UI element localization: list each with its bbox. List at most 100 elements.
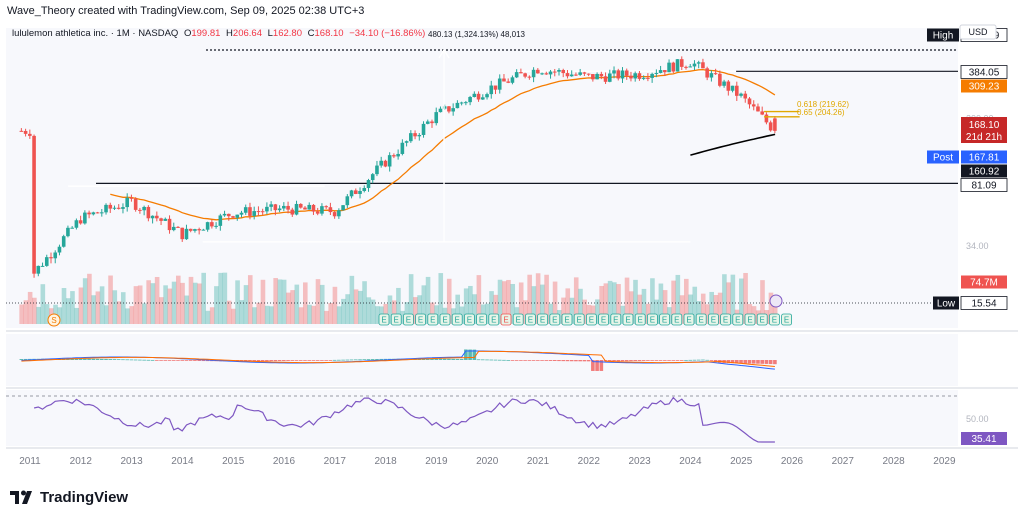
earnings-marker[interactable]: [610, 313, 622, 326]
candle-body[interactable]: [125, 197, 129, 208]
candle-body[interactable]: [188, 228, 193, 231]
candle-body[interactable]: [57, 246, 62, 253]
candle-body[interactable]: [290, 209, 295, 215]
tradingview-logo[interactable]: TradingView: [10, 487, 128, 507]
candle-body[interactable]: [273, 204, 278, 211]
candle-body[interactable]: [480, 97, 485, 100]
candle-body[interactable]: [569, 74, 574, 77]
candle-body[interactable]: [74, 220, 79, 228]
earnings-marker[interactable]: [390, 313, 402, 326]
candle-body[interactable]: [49, 257, 53, 259]
candle-body[interactable]: [586, 73, 591, 75]
candle-body[interactable]: [99, 212, 104, 214]
earnings-marker[interactable]: [500, 313, 512, 326]
currency-box[interactable]: [959, 24, 997, 40]
candle-body[interactable]: [222, 213, 227, 216]
candle-body[interactable]: [218, 215, 223, 226]
candle-body[interactable]: [345, 196, 350, 206]
earnings-marker[interactable]: [573, 313, 585, 326]
candle-body[interactable]: [675, 59, 680, 72]
candle-body[interactable]: [303, 207, 307, 210]
candle-body[interactable]: [23, 130, 28, 134]
earnings-marker[interactable]: [634, 313, 646, 326]
candle-body[interactable]: [150, 215, 155, 219]
candle-body[interactable]: [510, 77, 515, 83]
candle-body[interactable]: [595, 73, 599, 80]
candle-body[interactable]: [768, 122, 773, 131]
candle-body[interactable]: [324, 206, 328, 208]
candle-body[interactable]: [620, 70, 625, 79]
candle-body[interactable]: [28, 133, 32, 136]
earnings-marker[interactable]: [488, 313, 500, 326]
candle-body[interactable]: [506, 81, 510, 83]
earnings-marker[interactable]: [744, 313, 756, 326]
rsi-badge[interactable]: [961, 432, 1007, 445]
candle-body[interactable]: [527, 76, 532, 78]
candle-body[interactable]: [108, 204, 113, 209]
candle-body[interactable]: [61, 236, 66, 247]
candle-body[interactable]: [239, 212, 244, 215]
chart-area[interactable]: 200.00100.0034.00516.39High384.05309.231…: [6, 22, 1018, 472]
candle-body[interactable]: [578, 72, 582, 75]
price-badge-4[interactable]: [961, 150, 1007, 164]
candle-body[interactable]: [171, 226, 176, 231]
candle-body[interactable]: [760, 111, 764, 115]
candle-body[interactable]: [243, 207, 248, 213]
price-badge-2[interactable]: [961, 79, 1007, 93]
earnings-marker[interactable]: [647, 313, 658, 326]
candle-body[interactable]: [315, 211, 320, 214]
candle-body[interactable]: [311, 204, 316, 212]
candle-body[interactable]: [493, 85, 498, 90]
earnings-marker[interactable]: [463, 313, 475, 326]
candle-body[interactable]: [459, 102, 464, 104]
candle-body[interactable]: [514, 72, 519, 78]
candle-body[interactable]: [193, 229, 197, 231]
candle-body[interactable]: [116, 207, 121, 209]
candle-body[interactable]: [349, 190, 354, 197]
candle-body[interactable]: [260, 211, 265, 213]
candle-body[interactable]: [167, 218, 172, 231]
time-axis[interactable]: 2011 2012 2013 2014 2015 2016 2017 2018 2019 2020…: [19, 456, 956, 467]
candle-body[interactable]: [197, 229, 201, 231]
candle-body[interactable]: [536, 69, 540, 74]
candle-body[interactable]: [451, 108, 455, 112]
candle-body[interactable]: [353, 190, 358, 194]
candle-body[interactable]: [87, 212, 91, 215]
earnings-marker[interactable]: [708, 313, 719, 326]
candle-body[interactable]: [688, 66, 693, 68]
candle-body[interactable]: [146, 206, 151, 219]
candle-body[interactable]: [184, 228, 189, 240]
earnings-marker[interactable]: [476, 313, 488, 326]
candle-body[interactable]: [722, 81, 726, 86]
candle-body[interactable]: [629, 75, 633, 79]
candle-body[interactable]: [773, 118, 777, 131]
candle-body[interactable]: [705, 68, 709, 78]
candle-body[interactable]: [531, 69, 536, 78]
candle-body[interactable]: [214, 225, 218, 227]
candle-body[interactable]: [231, 216, 235, 218]
candle-body[interactable]: [413, 133, 417, 137]
candle-body[interactable]: [552, 71, 557, 73]
candle-body[interactable]: [163, 218, 168, 221]
candle-body[interactable]: [612, 70, 616, 74]
candle-body[interactable]: [544, 73, 549, 75]
split-marker[interactable]: [47, 313, 61, 327]
candle-body[interactable]: [129, 197, 134, 199]
candle-body[interactable]: [282, 205, 286, 209]
candle-body[interactable]: [718, 73, 722, 86]
candle-body[interactable]: [320, 206, 324, 214]
candle-body[interactable]: [641, 77, 646, 79]
candle-body[interactable]: [438, 108, 443, 113]
candle-body[interactable]: [726, 81, 731, 91]
alert-marker-icon[interactable]: [769, 294, 783, 308]
candle-body[interactable]: [396, 153, 400, 157]
candle-body[interactable]: [447, 106, 451, 112]
candle-body[interactable]: [358, 190, 362, 194]
candle-body[interactable]: [696, 62, 701, 64]
candle-body[interactable]: [205, 222, 210, 230]
candle-body[interactable]: [155, 215, 159, 219]
candle-body[interactable]: [663, 70, 667, 73]
candle-body[interactable]: [734, 85, 739, 96]
earnings-marker[interactable]: [549, 313, 561, 326]
price-badge-3[interactable]: [961, 117, 1007, 143]
